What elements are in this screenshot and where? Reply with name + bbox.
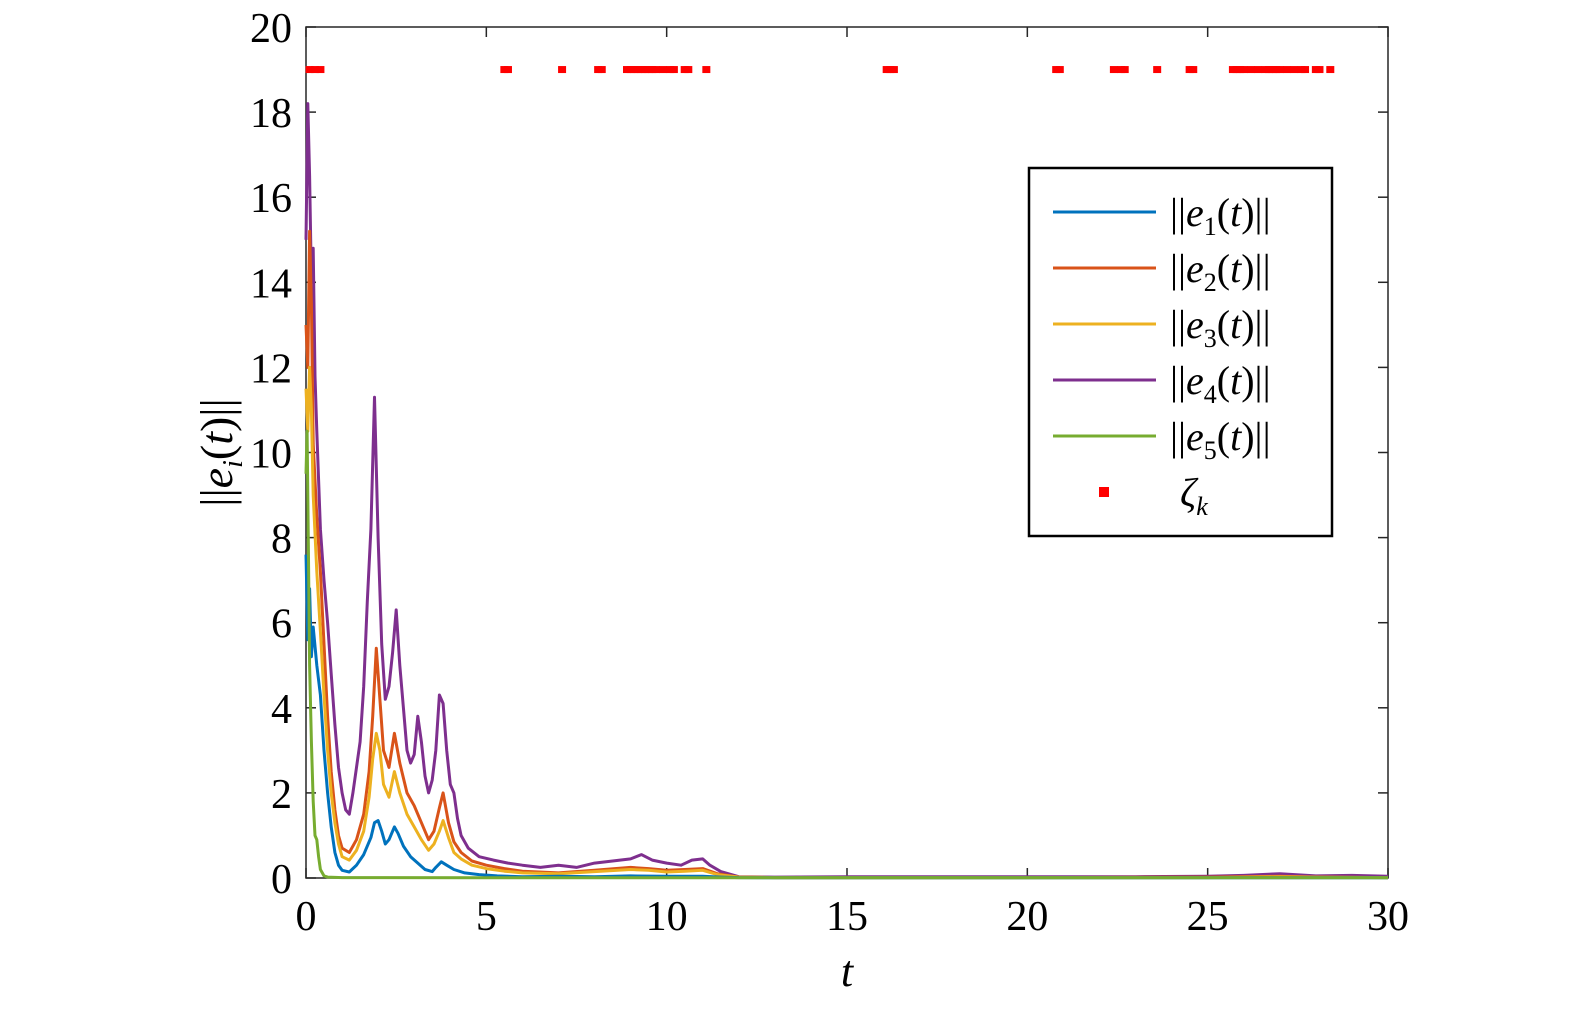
impulse-marker: [1275, 66, 1284, 74]
y-label-sub: i: [218, 460, 249, 468]
impulse-marker: [659, 66, 668, 74]
impulse-marker: [1315, 66, 1324, 74]
impulse-marker: [597, 66, 606, 74]
y-tick-label: 12: [250, 346, 292, 392]
y-axis-label: ||ei(t)||: [191, 398, 249, 506]
impulse-marker: [1246, 66, 1255, 74]
x-tick-label: 25: [1187, 894, 1229, 940]
impulse-marker: [1301, 66, 1310, 74]
impulse-marker: [702, 66, 711, 74]
x-tick-label: 0: [296, 894, 317, 940]
impulse-marker: [1189, 66, 1198, 74]
series-line-e4: [304, 102, 1389, 879]
impulse-marker: [1254, 66, 1263, 74]
y-tick-label: 18: [250, 91, 292, 137]
y-tick-label: 14: [250, 261, 292, 307]
impulse-marker: [1326, 66, 1335, 74]
legend-box: [1027, 166, 1334, 538]
impulse-marker: [1283, 66, 1292, 74]
impulse-marker: [305, 66, 314, 74]
impulse-marker: [558, 66, 567, 74]
y-tick-label: 4: [271, 687, 292, 733]
series-line-e3: [304, 365, 1389, 880]
y-label-var: e: [191, 468, 242, 488]
impulse-marker: [651, 66, 660, 74]
x-tick-label: 20: [1006, 894, 1048, 940]
legend-label-zeta: ζk: [1180, 470, 1208, 521]
impulse-marker: [311, 66, 320, 74]
y-tick-label: 0: [271, 857, 292, 903]
impulse-marker: [669, 66, 678, 74]
legend-swatch-zeta: [1099, 487, 1109, 497]
impulse-marker: [1153, 66, 1162, 74]
impulse-marker: [316, 66, 325, 74]
y-tick-label: 20: [250, 6, 292, 52]
y-tick-label: 10: [250, 432, 292, 478]
x-tick-label: 30: [1367, 894, 1409, 940]
impulse-markers: [305, 66, 1335, 74]
y-tick-label: 8: [271, 517, 292, 563]
impulse-marker: [1239, 66, 1248, 74]
x-tick-label: 15: [826, 894, 868, 940]
impulse-marker: [1290, 66, 1299, 74]
series-group: [304, 102, 1389, 880]
y-label-post: )||: [191, 398, 242, 432]
axis-ticks: 0 5 10 15 20 25 30 0 2 4 6 8 10 12 14 16 18 20: [250, 6, 1409, 940]
x-axis-label: t: [841, 947, 855, 996]
legend-label-e4: ||e4(t)||: [1170, 358, 1271, 409]
impulse-marker: [503, 66, 512, 74]
x-tick-label: 10: [646, 894, 688, 940]
impulse-marker: [1055, 66, 1064, 74]
y-tick-label: 6: [271, 602, 292, 648]
series-line-e5: [304, 429, 1388, 880]
legend-label-e3: ||e3(t)||: [1170, 302, 1271, 353]
y-label-mid: (: [191, 445, 242, 460]
impulse-marker: [684, 66, 693, 74]
legend: ||e1(t)||||e2(t)||||e3(t)||||e4(t)||||e5…: [1027, 166, 1334, 538]
impulse-marker: [1120, 66, 1129, 74]
series-line-e2: [304, 229, 1389, 880]
y-tick-label: 16: [250, 176, 292, 222]
series-line-e1: [304, 554, 1388, 880]
legend-label-e5: ||e5(t)||: [1170, 414, 1271, 465]
impulse-marker: [1109, 66, 1118, 74]
legend-label-e2: ||e2(t)||: [1170, 246, 1271, 297]
impulse-marker: [889, 66, 898, 74]
y-tick-label: 2: [271, 772, 292, 818]
y-label-arg: t: [191, 431, 242, 445]
legend-label-e1: ||e1(t)||: [1170, 190, 1271, 241]
y-label-pre: ||: [191, 488, 242, 506]
x-tick-label: 5: [476, 894, 497, 940]
